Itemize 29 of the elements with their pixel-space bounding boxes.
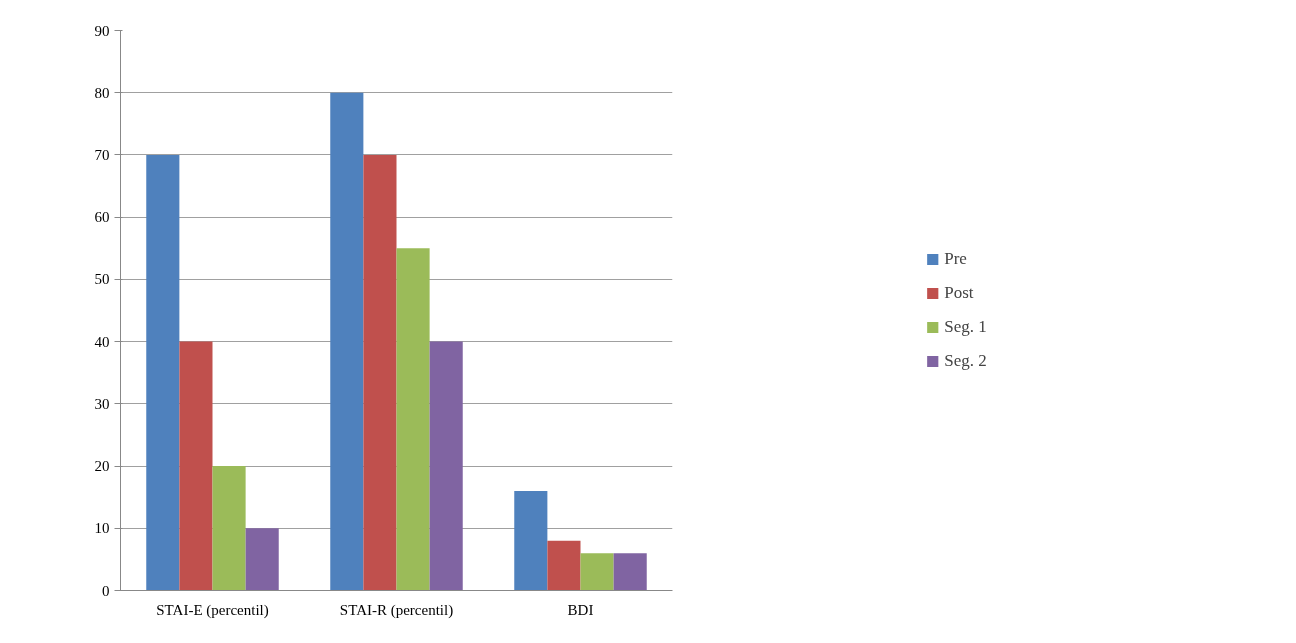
- bar: [613, 553, 647, 591]
- bar: [146, 154, 180, 591]
- y-tick-label: 50: [94, 271, 110, 288]
- bar: [580, 553, 614, 591]
- y-tick-label: 90: [94, 22, 110, 39]
- bar: [547, 540, 581, 591]
- bar: [429, 341, 463, 591]
- y-tick-label: 70: [94, 146, 110, 163]
- y-tick-label: 0: [102, 582, 110, 599]
- y-tick-label: 60: [94, 209, 110, 226]
- legend-label: Pre: [944, 249, 967, 269]
- x-tick-label: BDI: [567, 601, 594, 618]
- legend-label: Seg. 1: [944, 317, 987, 337]
- bar: [212, 466, 246, 591]
- bar: [245, 528, 279, 591]
- x-tick-label: STAI-E (percentil): [156, 601, 269, 619]
- bar: [396, 248, 430, 591]
- bar: [179, 341, 213, 591]
- x-tick-label: STAI-R (percentil): [339, 601, 454, 619]
- y-tick-label: 80: [94, 84, 110, 101]
- bar: [330, 92, 364, 591]
- bar: [514, 490, 548, 591]
- y-tick-label: 30: [94, 395, 110, 412]
- bar: [363, 154, 397, 591]
- y-tick-label: 40: [94, 333, 110, 350]
- y-tick-label: 20: [94, 458, 110, 475]
- legend-label: Seg. 2: [944, 351, 987, 371]
- legend-label: Post: [944, 283, 974, 303]
- y-tick-label: 10: [94, 520, 110, 537]
